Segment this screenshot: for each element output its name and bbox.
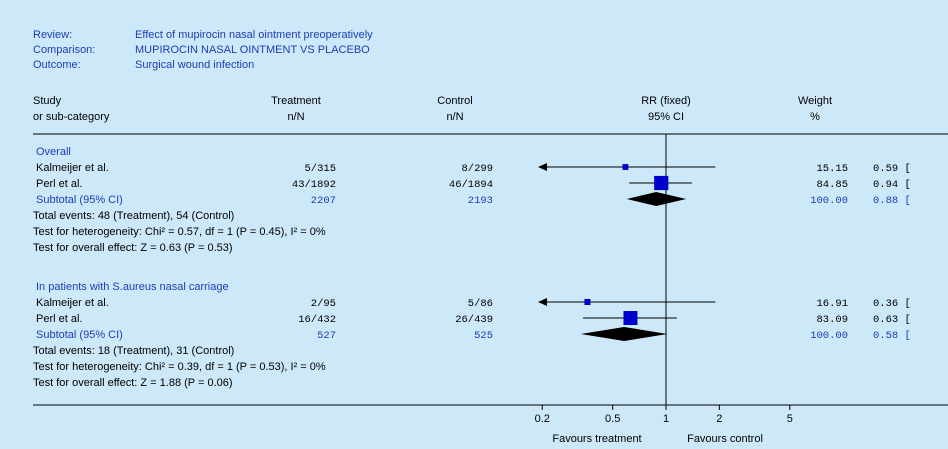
control-value: 46/1894 [449,179,493,191]
subtotal-label: Subtotal (95% CI) [36,194,123,206]
control-value: 8/299 [461,163,493,175]
axis-layer: 0.2 0.5 1 2 5 Favours treatment Favours contro… [535,405,793,445]
control-value: 5/86 [468,298,493,310]
subtotal-label: Subtotal (95% CI) [36,329,123,341]
col-rr-ci: 95% CI [648,111,684,123]
treatment-value: 2/95 [311,298,336,310]
subtotal-control: 525 [474,330,493,342]
review-label: Review: [33,29,72,41]
ci-arrow [538,298,547,306]
subtotal-treatment: 2207 [311,195,336,207]
group-note: Test for heterogeneity: Chi² = 0.57, df … [33,226,326,238]
point-estimate-marker [623,311,638,325]
favours-control-label: Favours control [687,433,763,445]
subtotal-control: 2193 [468,195,493,207]
study-name: Kalmeijer et al. [36,162,109,174]
col-study: Study [33,95,62,107]
treatment-value: 5/315 [304,163,336,175]
point-estimate-marker [654,175,669,191]
weight-value: 83.09 [816,314,848,326]
group-note: Total events: 48 (Treatment), 54 (Contro… [33,210,234,222]
review-value: Effect of mupirocin nasal ointment preop… [135,29,373,41]
treatment-value: 43/1892 [292,179,336,191]
favours-treatment-label: Favours treatment [552,433,641,445]
subtotal-weight: 100.00 [810,195,848,207]
axis-tick-label: 0.2 [535,413,550,425]
treatment-value: 16/432 [298,314,336,326]
col-control-nn: n/N [446,111,463,123]
col-weight-pct: % [810,111,820,123]
col-study-sub: or sub-category [33,111,110,123]
pooled-diamond [626,192,687,206]
group-title: In patients with S.aureus nasal carriage [36,281,229,293]
weight-value: 15.15 [816,163,848,175]
comparison-label: Comparison: [33,44,95,56]
weight-value: 84.85 [816,179,848,191]
point-estimate-marker [584,298,591,306]
weight-value: 16.91 [816,298,848,310]
subtotal-rr: 0.58 [ [873,330,911,342]
study-name: Perl et al. [36,313,82,325]
group-note: Test for heterogeneity: Chi² = 0.39, df … [33,361,326,373]
study-name: Perl et al. [36,178,82,190]
rows-layer: Overall Kalmeijer et al. 5/315 8/299 15.15 0.… [33,146,911,389]
col-treatment-nn: n/N [287,111,304,123]
pooled-diamond [580,327,668,341]
group-note: Total events: 18 (Treatment), 31 (Contro… [33,345,234,357]
group-title: Overall [36,146,71,158]
rr-value: 0.59 [ [873,163,911,175]
outcome-label: Outcome: [33,59,81,71]
axis-tick-label: 0.5 [605,413,620,425]
col-rr: RR (fixed) [641,95,691,107]
axis-tick-label: 1 [663,413,669,425]
rr-value: 0.94 [ [873,179,911,191]
point-estimate-marker [622,164,629,170]
rr-value: 0.36 [ [873,298,911,310]
axis-tick-label: 5 [787,413,793,425]
study-name: Kalmeijer et al. [36,297,109,309]
group-note: Test for overall effect: Z = 0.63 (P = 0… [33,242,233,254]
outcome-value: Surgical wound infection [135,59,254,71]
col-weight: Weight [798,95,832,107]
control-value: 26/439 [455,314,493,326]
rr-value: 0.63 [ [873,314,911,326]
group-note: Test for overall effect: Z = 1.88 (P = 0… [33,377,233,389]
comparison-value: MUPIROCIN NASAL OINTMENT VS PLACEBO [135,44,370,56]
subtotal-rr: 0.88 [ [873,195,911,207]
axis-tick-label: 2 [716,413,722,425]
ci-arrow [538,163,547,171]
col-treatment: Treatment [271,95,321,107]
col-control: Control [437,95,472,107]
subtotal-weight: 100.00 [810,330,848,342]
subtotal-treatment: 527 [317,330,336,342]
